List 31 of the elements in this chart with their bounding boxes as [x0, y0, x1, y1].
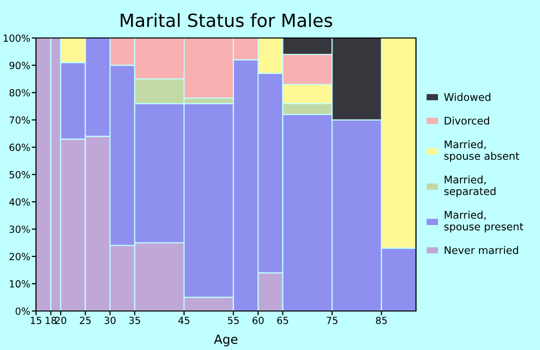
x-tick-label: 65	[277, 316, 288, 324]
y-tick-label: 100%	[4, 34, 30, 42]
legend-label: Married, spouse present	[444, 210, 524, 232]
y-tick-label: 10%	[10, 280, 30, 288]
x-tick-label: 45	[178, 316, 190, 324]
legend-label: Widowed	[444, 92, 490, 101]
legend-label: Married, spouse absent	[444, 140, 520, 162]
legend-label: Married, separated	[444, 175, 496, 198]
x-tick-label: 25	[80, 316, 91, 324]
y-tick-label: 40%	[9, 198, 30, 206]
x-tick-label: 18	[46, 316, 56, 324]
y-tick-label: 20%	[10, 252, 30, 260]
y-tick-label: 60%	[10, 144, 30, 152]
y-tick-label: 0%	[16, 307, 30, 315]
y-tick-label: 90%	[9, 62, 30, 70]
x-axis-title: Age	[214, 334, 238, 346]
x-tick-label: 60	[252, 316, 264, 324]
y-tick-label: 30%	[10, 226, 30, 233]
y-tick-label: 50%	[10, 170, 30, 178]
x-tick-label: 35	[129, 316, 140, 324]
x-tick-label: 20	[55, 316, 66, 324]
x-tick-label: 75	[326, 316, 338, 324]
x-tick-label: 15	[30, 316, 42, 324]
x-tick-label: 30	[104, 316, 116, 324]
y-tick-label: 80%	[9, 89, 30, 96]
legend-label: Divorced	[444, 116, 490, 125]
y-tick-label: 70%	[10, 116, 30, 124]
chart-title: Marital Status for Males	[120, 13, 332, 28]
legend-label: Never married	[444, 246, 518, 254]
x-tick-label: 55	[228, 316, 239, 324]
x-tick-label: 85	[376, 316, 387, 324]
